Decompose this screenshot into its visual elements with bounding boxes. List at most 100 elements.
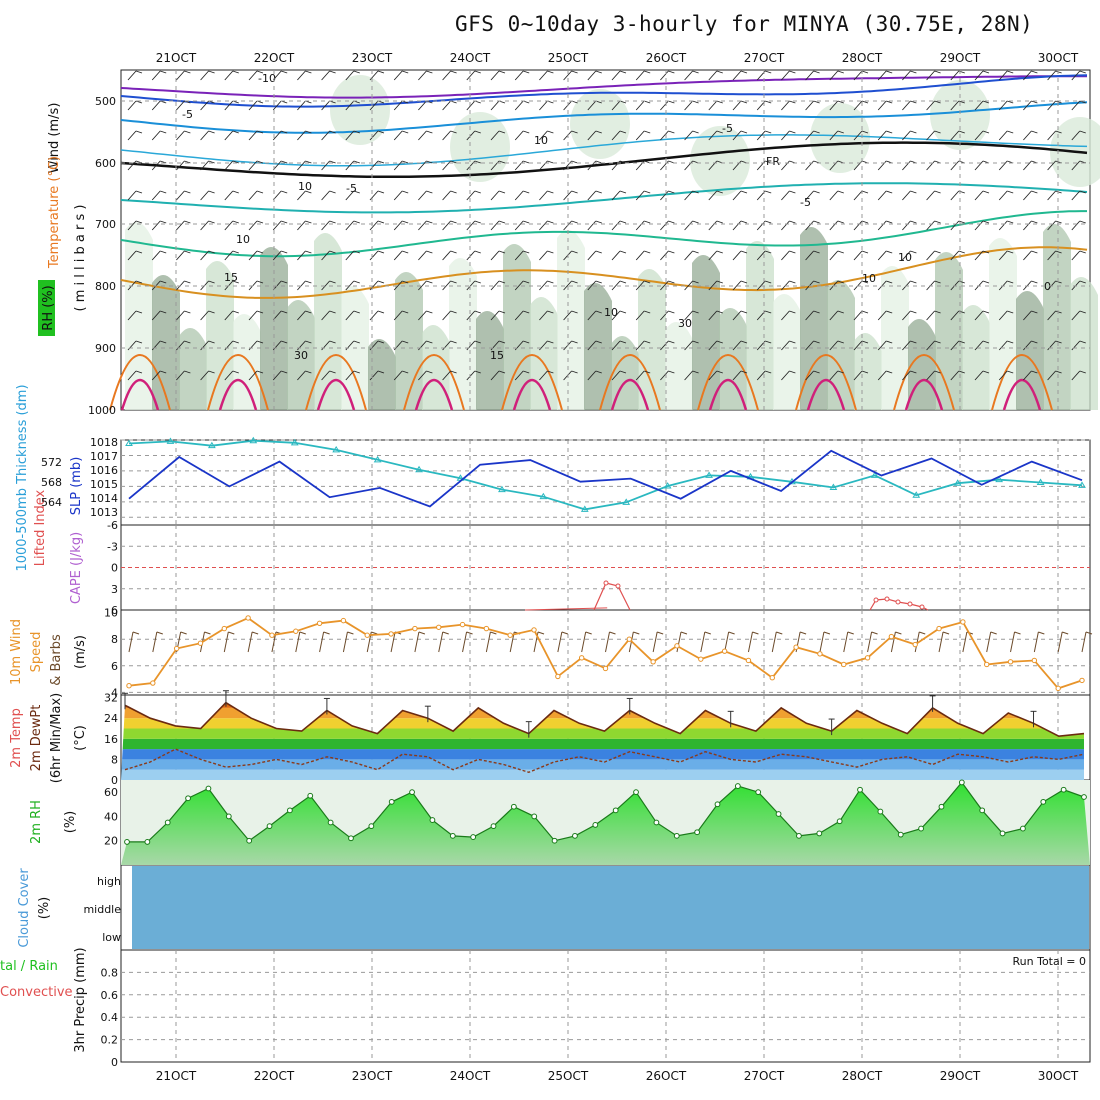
wind-barb — [684, 250, 699, 261]
temp-band — [121, 759, 1084, 770]
wind-barb — [708, 280, 723, 291]
wind-barb — [418, 220, 433, 231]
wind-barb — [877, 310, 893, 321]
li-point — [884, 596, 890, 602]
wind-barb — [684, 280, 699, 291]
wind-barb — [393, 280, 409, 291]
wind-barb — [950, 160, 965, 171]
thickness-tick: 564 — [41, 496, 62, 509]
wind-barb — [902, 310, 917, 321]
wind-barb — [708, 190, 723, 201]
rh-point — [897, 831, 904, 838]
wind-barb — [297, 190, 312, 201]
wind-barb — [829, 250, 844, 261]
wind-barb — [732, 370, 748, 381]
li-line — [524, 607, 608, 611]
wind-barb — [877, 160, 893, 171]
contour-label: 10 — [898, 251, 912, 264]
wind-barb — [418, 250, 433, 261]
thickness-tick: 568 — [41, 476, 62, 489]
wind-barb — [805, 340, 820, 351]
thickness-point — [332, 445, 341, 453]
wind-barb — [950, 190, 965, 201]
rh-shading — [287, 300, 315, 410]
wind-barb — [1047, 70, 1062, 81]
wind-barb — [829, 70, 844, 81]
wind-barb — [974, 190, 990, 201]
rh-point — [673, 832, 680, 839]
thickness-point — [995, 475, 1004, 483]
rh-point — [531, 813, 538, 820]
rh2m-unit-label: (%) — [63, 811, 78, 834]
wind-barb — [297, 370, 312, 381]
wind-barb — [539, 310, 554, 321]
wind-barb — [321, 130, 336, 141]
wind-barb — [1047, 220, 1062, 231]
wind-barb — [369, 190, 385, 201]
wind-barb — [272, 220, 288, 231]
rh-area — [121, 782, 1090, 865]
rh-shading — [989, 238, 1017, 410]
cloud-level-label: low — [102, 931, 121, 944]
rh-shading — [557, 230, 585, 410]
wind-barb — [660, 310, 675, 321]
wind10-barb — [152, 631, 163, 653]
wind-barb — [829, 370, 844, 381]
rh-shading — [773, 294, 801, 410]
wind-barb — [393, 250, 409, 261]
wind-barb — [660, 70, 675, 81]
wind10-point — [841, 661, 847, 668]
wind-barb — [490, 100, 506, 111]
li-point — [603, 580, 609, 586]
thickness-line — [128, 439, 1083, 511]
wind-barb — [635, 220, 651, 231]
wind-barb — [369, 280, 385, 291]
wind-barb — [151, 70, 167, 81]
temp-contour — [904, 378, 944, 411]
panel-frame-pcp — [120, 949, 1091, 1063]
rh-shading — [1043, 224, 1071, 410]
wind-barb — [877, 190, 893, 201]
wind-barb — [466, 70, 481, 81]
contour-label: 10 — [236, 233, 250, 246]
wind-barb — [151, 310, 167, 321]
axis-labels: Wind (m/s)Temperature (°C) RH (%) ( m i l … — [0, 103, 88, 1053]
wind10-barb — [938, 631, 950, 653]
thickness-point — [870, 471, 879, 478]
wind-barb — [176, 250, 191, 261]
temp-contour — [991, 354, 1053, 411]
rh-point — [449, 832, 456, 839]
temp-contour — [120, 134, 1088, 167]
slp-tick: 1015 — [90, 478, 118, 491]
rh-point — [551, 837, 558, 844]
temp-band — [121, 749, 1084, 760]
wind-barb — [514, 220, 530, 231]
wind-barb — [345, 370, 360, 381]
wind-barb — [539, 220, 554, 231]
slp-line — [128, 449, 1083, 508]
thickness-point — [207, 441, 216, 449]
wind10-point — [578, 655, 585, 661]
rh-shading — [638, 269, 666, 410]
tick-labels: 21OCT 21OCT 22OCT 22OCT 23OCT 23OCT 24OCT 24OCT… — [41, 51, 1086, 1083]
wind-barb — [998, 340, 1014, 351]
wind-barb — [708, 370, 723, 381]
wind-barb — [539, 280, 554, 291]
wind-barb — [732, 340, 748, 351]
rh-point — [572, 832, 578, 839]
wind-barb — [127, 190, 143, 201]
wind-barb — [418, 70, 433, 81]
temp-axis-label: 2m Temp — [9, 708, 24, 768]
rh-tick: 40 — [104, 810, 118, 823]
wind-barb — [684, 70, 699, 81]
rh-point — [775, 811, 782, 817]
wind-barb — [176, 310, 191, 321]
wind-barb — [297, 250, 312, 261]
wind-barb — [829, 100, 844, 111]
wind-barb — [345, 250, 360, 261]
wind-barb — [1023, 250, 1038, 261]
wind-barb — [393, 130, 409, 141]
wind10-barb — [867, 631, 878, 653]
rh-point — [429, 817, 436, 823]
wind-barb — [902, 190, 917, 201]
